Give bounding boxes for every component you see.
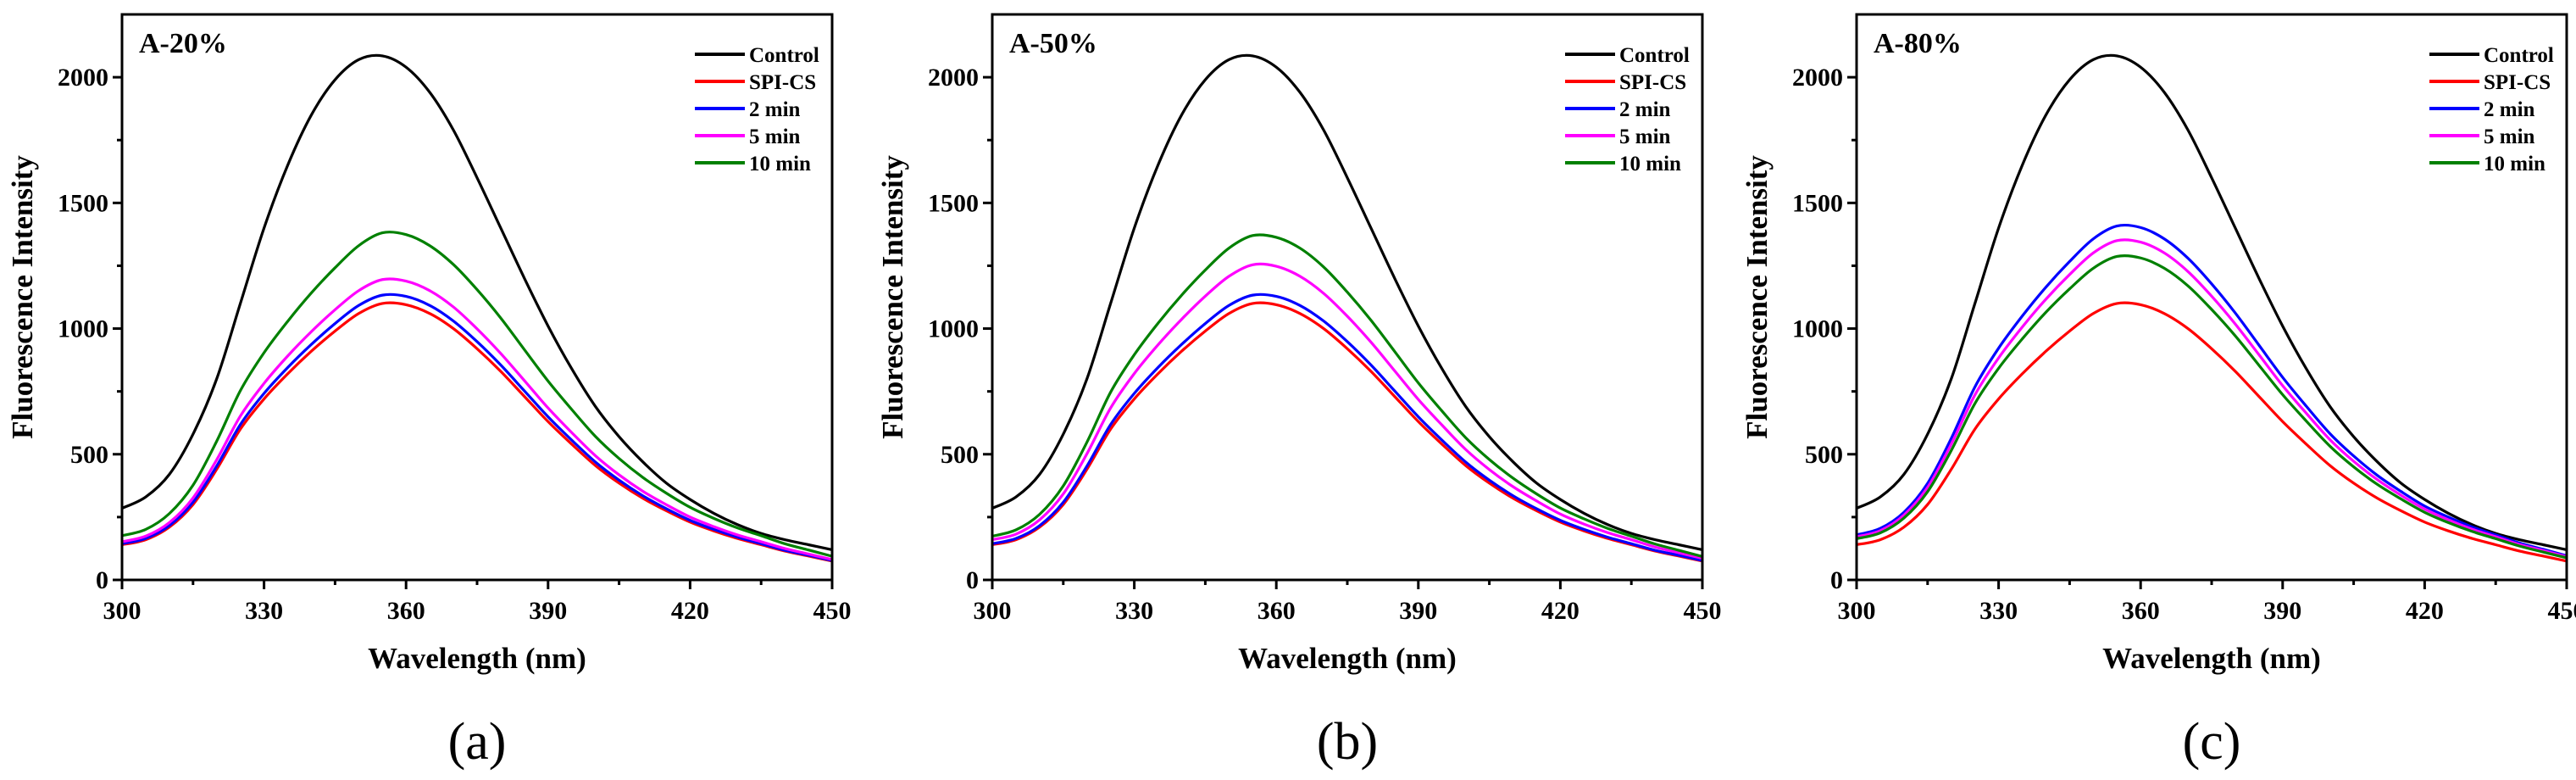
x-tick-label: 330 [1115, 597, 1153, 625]
y-axis-label: Fluorescence Intensity [6, 155, 39, 439]
x-tick-label: 300 [103, 597, 142, 625]
y-tick-label: 2000 [928, 64, 979, 92]
chart-panel-1: 300 330 360 390 420 450 0 500 1000 1500 2000 Wavele… [876, 13, 1722, 771]
legend-label: SPI-CS [2484, 71, 2551, 94]
y-tick-label: 500 [70, 441, 108, 469]
y-tick-label: 500 [1805, 441, 1843, 469]
y-axis-label: Fluorescence Intensity [1740, 155, 1774, 439]
legend-label: 10 min [2484, 153, 2545, 176]
legend-label: 10 min [749, 153, 811, 176]
x-tick-label: 360 [387, 597, 425, 625]
x-tick-label: 390 [1399, 597, 1437, 625]
series-line-10-min [991, 233, 1703, 558]
x-tick-label: 450 [2548, 597, 2576, 625]
x-tick-label: 360 [2122, 597, 2160, 625]
legend-label: 5 min [749, 125, 801, 148]
legend-label: 5 min [2484, 125, 2535, 148]
series-line-control [1856, 53, 2568, 551]
legend-label: 2 min [749, 98, 801, 121]
y-tick-label: 1000 [928, 315, 979, 343]
series-line-spi-cs [991, 301, 1703, 563]
y-tick-label: 500 [941, 441, 979, 469]
x-tick-label: 300 [974, 597, 1012, 625]
panel-title: A-80% [1874, 28, 1962, 59]
legend-label: SPI-CS [749, 71, 816, 94]
x-tick-label: 330 [1979, 597, 2018, 625]
series-line-10-min [121, 231, 833, 558]
chart-panel-2: 300 330 360 390 420 450 0 500 1000 1500 2000 Wavele… [1740, 13, 2576, 771]
series-line-5-min [991, 262, 1703, 560]
chart-panel-0: 300 330 360 390 420 450 0 500 1000 1500 2000 Wavele… [6, 13, 852, 771]
series-line-2-min [1856, 223, 2568, 558]
y-tick-label: 1000 [58, 315, 108, 343]
series-line-spi-cs [1856, 301, 2568, 563]
x-axis-label: Wavelength (nm) [2102, 642, 2321, 675]
y-tick-label: 1500 [928, 189, 979, 217]
x-tick-label: 360 [1257, 597, 1296, 625]
plot-frame [991, 13, 1704, 582]
series-line-control [121, 53, 833, 551]
x-tick-label: 420 [671, 597, 709, 625]
series-line-10-min [1856, 254, 2568, 560]
series-line-5-min [121, 277, 833, 561]
y-tick-label: 1500 [58, 189, 108, 217]
plot-frame [120, 13, 834, 582]
series-line-control [991, 53, 1703, 551]
y-axis-label: Fluorescence Intensity [876, 155, 909, 439]
y-tick-label: 1000 [1792, 315, 1843, 343]
panel-label: (b) [1317, 713, 1378, 771]
y-tick-label: 0 [1830, 566, 1843, 594]
series-line-spi-cs [121, 301, 833, 563]
legend-label: 5 min [1619, 125, 1671, 148]
x-axis-label: Wavelength (nm) [368, 642, 586, 675]
legend-label: 10 min [1619, 153, 1681, 176]
legend-label: Control [749, 44, 819, 67]
x-tick-label: 330 [245, 597, 283, 625]
panel-label: (a) [448, 713, 507, 771]
panel-title: A-50% [1009, 28, 1097, 59]
x-axis-label: Wavelength (nm) [1238, 642, 1457, 675]
y-tick-label: 0 [96, 566, 108, 594]
series-line-2-min [991, 292, 1703, 562]
panel-label: (c) [2183, 713, 2241, 771]
legend-label: 2 min [2484, 98, 2535, 121]
legend-label: Control [2484, 44, 2554, 67]
legend-label: Control [1619, 44, 1690, 67]
y-tick-label: 1500 [1792, 189, 1843, 217]
series-line-2-min [121, 292, 833, 562]
legend-label: 2 min [1619, 98, 1671, 121]
panel-title: A-20% [139, 28, 227, 59]
x-tick-label: 390 [529, 597, 567, 625]
y-tick-label: 2000 [1792, 64, 1843, 92]
x-tick-label: 420 [2406, 597, 2444, 625]
x-tick-label: 450 [1684, 597, 1722, 625]
x-tick-label: 390 [2263, 597, 2301, 625]
x-tick-label: 300 [1838, 597, 1876, 625]
y-tick-label: 0 [966, 566, 979, 594]
x-tick-label: 450 [813, 597, 852, 625]
legend-label: SPI-CS [1619, 71, 1686, 94]
series-line-5-min [1856, 238, 2568, 559]
x-tick-label: 420 [1541, 597, 1579, 625]
y-tick-label: 2000 [58, 64, 108, 92]
